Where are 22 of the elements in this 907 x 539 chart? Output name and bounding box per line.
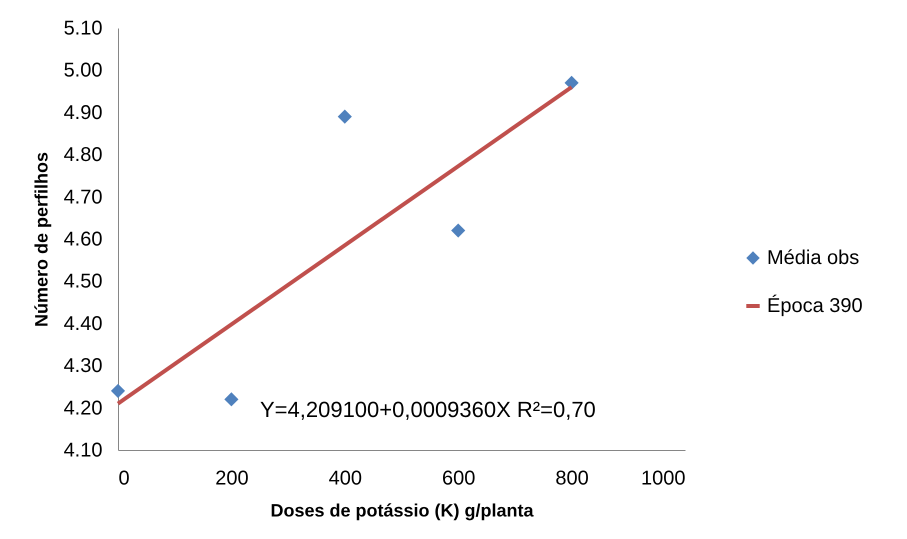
x-tick-label: 1000 [641, 468, 686, 490]
x-axis-title: Doses de potássio (K) g/planta [270, 500, 535, 520]
y-axis-title: Número de perfilhos [32, 152, 52, 328]
x-tick-label: 0 [118, 468, 130, 490]
y-tick-label: 4.40 [64, 312, 102, 335]
legend-label: Época 390 [767, 294, 863, 317]
x-tick-label: 600 [442, 468, 476, 490]
y-tick-label: 4.50 [64, 270, 102, 293]
legend-label: Média obs [767, 247, 860, 269]
y-tick-label: 4.70 [64, 186, 102, 208]
x-tick-label: 400 [328, 468, 362, 490]
y-tick-label: 4.60 [64, 228, 102, 250]
x-tick-label: 200 [215, 468, 249, 490]
y-tick-label: 4.80 [64, 144, 102, 166]
y-tick-label: 4.30 [64, 355, 102, 378]
annotation: Y=4,209100+0,0009360X R²=0,70 [260, 397, 596, 422]
y-tick-label: 4.20 [64, 397, 102, 420]
y-tick-label: 4.10 [64, 440, 102, 462]
x-tick-label: 800 [555, 468, 589, 490]
y-tick-label: 4.90 [64, 102, 102, 124]
y-tick-label: 5.10 [64, 18, 102, 40]
y-tick-label: 5.00 [64, 60, 102, 82]
